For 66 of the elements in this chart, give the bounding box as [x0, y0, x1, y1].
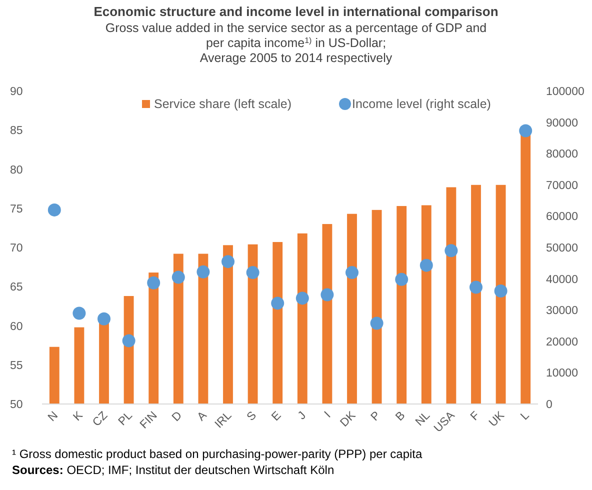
- y2-tick-label: 90000: [546, 117, 578, 130]
- point: [296, 292, 309, 305]
- point: [98, 312, 110, 326]
- point: [48, 203, 61, 216]
- y2-tick-label: 0: [546, 399, 552, 411]
- point: [346, 266, 358, 280]
- x-tick-label: J: [296, 410, 309, 422]
- legend-label: Income level (right scale): [352, 97, 491, 111]
- x-tick-label: K: [71, 409, 86, 424]
- x-tick-label: A: [195, 409, 210, 424]
- y-tick-label: 80: [10, 164, 23, 176]
- y-tick-label: 90: [10, 86, 23, 98]
- point: [420, 258, 433, 272]
- y2-tick-label: 10000: [546, 368, 578, 380]
- y2-tick-label: 60000: [546, 211, 578, 224]
- point: [72, 306, 86, 320]
- x-tick-label: L: [518, 409, 532, 423]
- x-tick-label: FIN: [138, 410, 160, 432]
- x-tick-label: IRL: [212, 409, 235, 431]
- point: [222, 255, 234, 268]
- chart-subtitle: Gross value added in the service sector as a percentage of GDP and per capita income$^{1)}$ in US-Dollar; Average 2005 to 2014 respectively: [105, 21, 487, 65]
- y2-tick-label: 30000: [546, 305, 578, 318]
- x-tick-label: D: [170, 410, 185, 424]
- x-tick-label: B: [394, 409, 408, 424]
- x-tick-label: P: [369, 409, 384, 424]
- x-tick-label: CZ: [90, 410, 110, 429]
- text: ¹ Gross domestic product based on purchasing-power-parity (PPP) per capita: [12, 447, 423, 461]
- x-tick-label: S: [245, 409, 260, 424]
- x-tick-label: PL: [116, 409, 136, 428]
- source-note: Sources: OECD; IMF; Institut der deutschen Wirtschaft Köln: [12, 463, 334, 477]
- point: [320, 288, 334, 302]
- x-tick-label: I: [322, 410, 334, 420]
- y-tick-label: 85: [10, 125, 23, 138]
- x-tick-label: USA: [432, 409, 458, 435]
- point: [519, 124, 532, 138]
- point: [246, 266, 260, 280]
- point: [172, 270, 185, 284]
- point: [271, 296, 284, 310]
- x-tick-label: NL: [414, 409, 433, 429]
- y2-tick-label: 50000: [546, 242, 578, 254]
- point: [370, 316, 384, 330]
- point: [494, 284, 508, 298]
- y-tick-label: 70: [10, 242, 23, 254]
- x-tick-label: N: [46, 410, 61, 424]
- chart-title: Economic structure and income level in international comparison: [94, 4, 498, 19]
- point: [470, 280, 482, 294]
- point: [147, 276, 160, 290]
- y-tick-label: 55: [10, 360, 23, 372]
- x-tick-label: UK: [487, 409, 508, 430]
- point: [122, 334, 136, 348]
- y2-tick-label: 100000: [546, 86, 584, 98]
- x-tick-label: F: [468, 410, 482, 424]
- point: [395, 272, 408, 286]
- x-tick-label: E: [270, 409, 284, 424]
- y-tick-label: 50: [10, 399, 23, 411]
- y-tick-label: 75: [10, 203, 23, 216]
- y2-tick-label: 20000: [546, 336, 578, 348]
- point: [196, 265, 210, 278]
- point: [444, 244, 458, 258]
- y2-tick-label: 70000: [546, 180, 578, 192]
- y-tick-label: 65: [10, 282, 23, 294]
- y-tick-label: 60: [10, 320, 23, 333]
- y2-tick-label: 80000: [546, 148, 578, 161]
- y2-tick-label: 40000: [546, 274, 578, 286]
- legend-label: Service share (left scale): [154, 97, 292, 111]
- x-tick-label: DK: [338, 409, 358, 430]
